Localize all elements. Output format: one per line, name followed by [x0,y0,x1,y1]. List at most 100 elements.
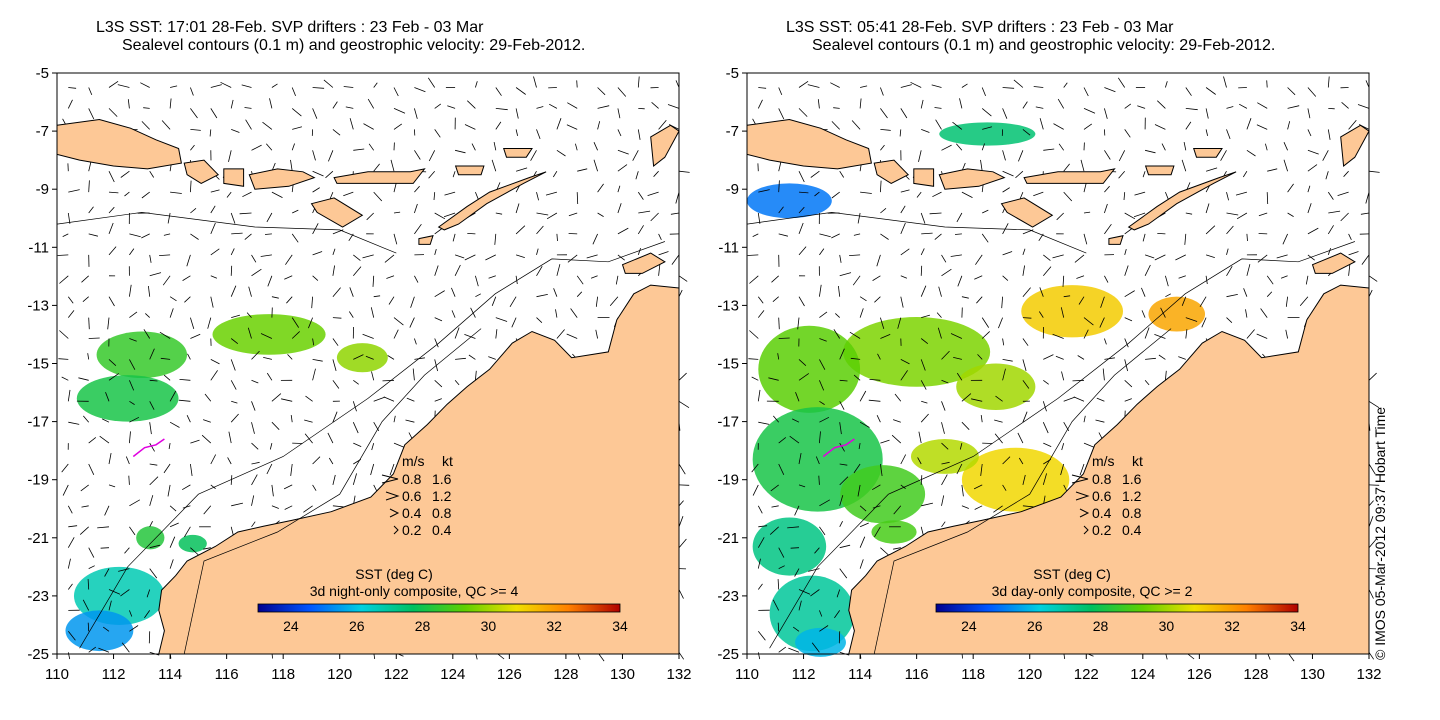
velocity-arrow [637,247,641,256]
velocity-arrow [149,272,162,277]
velocity-arrow [170,85,178,88]
velocity-arrow [141,233,150,239]
velocity-arrow [447,105,456,109]
velocity-arrow [88,180,90,193]
velocity-arrow [515,185,520,193]
velocity-arrow [667,104,680,109]
velocity-arrow [819,400,825,405]
velocity-arrow [149,476,159,486]
velocity-arrow [839,568,848,579]
velocity-arrow [62,233,69,237]
velocity-arrow [597,105,610,109]
velocity-arrow [190,108,198,119]
title-line-2: Sealevel contours (0.1 m) and geostrophi… [122,37,586,54]
velocity-arrow [291,317,300,328]
velocity-arrow [880,439,890,444]
velocity-arrow [433,192,436,201]
velocity-arrow [264,233,272,235]
velocity-arrow [1287,212,1294,217]
velocity-arrow [68,189,80,193]
velocity-arrow [1077,355,1085,360]
velocity-arrow [798,589,811,595]
velocity-arrow [961,83,968,88]
velocity-arrow [57,254,69,256]
velocity-arrow [124,191,130,197]
australia-landmass [158,284,680,655]
velocity-arrow [1161,143,1166,151]
velocity-arrow [530,150,537,161]
velocity-arrow [973,484,983,490]
lon-tick-label: 110 [735,666,759,683]
velocity-arrow [102,418,110,423]
velocity-arrow [1039,287,1044,297]
velocity-arrow [332,265,335,276]
velocity-arrow [129,284,132,297]
velocity-arrow [88,108,95,120]
velocity-arrow [777,353,780,360]
velocity-arrow [79,526,89,535]
velocity-arrow [817,99,820,109]
velocity-arrow [108,246,117,256]
velocity-arrow [1307,129,1312,137]
velocity-arrow [671,254,680,265]
velocity-arrow [108,108,118,117]
colorbar-tick-label: 26 [1027,618,1043,634]
velocity-arrow [230,338,239,345]
velocity-arrow [1002,223,1009,235]
velocity-arrow [778,233,788,237]
velocity-arrow [1368,400,1380,409]
velocity-arrow [576,275,584,285]
velocity-arrow [833,107,840,109]
velocity-arrow [874,526,881,538]
velocity-arrow [98,647,110,653]
velocity-arrow [792,626,800,632]
velocity-arrow [835,313,840,318]
velocity-arrow [311,296,313,309]
velocity-arrow [1266,275,1274,285]
velocity-arrow [798,484,806,488]
sst-colorbar: SST (deg C)3d day-only composite, QC >= … [935,566,1306,634]
velocity-arrow [182,275,191,281]
speed-legend-kt-value: 1.2 [432,488,452,504]
velocity-arrow [941,350,950,360]
velocity-arrow [678,538,687,548]
velocity-arrow [839,422,842,435]
velocity-arrow [556,118,562,130]
velocity-arrow [752,484,759,496]
velocity-arrow [393,123,403,130]
speed-legend-arrow [393,525,399,535]
lon-tick-label: 130 [1300,666,1325,683]
velocity-arrow [920,413,929,423]
velocity-arrow [778,437,787,444]
velocity-arrow [386,275,395,279]
velocity-arrow [658,233,662,240]
velocity-arrow [515,87,526,95]
velocity-arrow [757,389,761,402]
velocity-arrow [262,121,273,130]
lon-tick-label: 118 [961,666,985,683]
velocity-arrow [329,191,334,200]
velocity-arrow [414,357,425,360]
velocity-arrow [1083,233,1088,245]
velocity-arrow [304,419,313,423]
velocity-arrow [900,484,906,490]
map-panel-night: L3S SST: 17:01 28-Feb. SVP drifters : 23… [0,0,700,720]
velocity-arrow [434,290,445,298]
velocity-arrow [556,329,565,339]
velocity-arrow [1124,317,1133,322]
velocity-arrow [184,296,191,303]
velocity-arrow [1361,254,1370,265]
velocity-arrow [88,463,95,475]
velocity-arrow [230,380,237,390]
velocity-arrow [941,474,948,486]
velocity-arrow [869,379,881,381]
velocity-arrow [97,526,110,529]
velocity-arrow [1368,372,1377,381]
velocity-arrow [838,285,841,297]
velocity-arrow [1178,275,1186,279]
velocity-arrow [876,415,881,423]
lon-tick-label: 130 [610,666,635,683]
velocity-arrow [1246,329,1255,339]
velocity-arrow [244,233,252,240]
velocity-arrow [859,559,864,569]
